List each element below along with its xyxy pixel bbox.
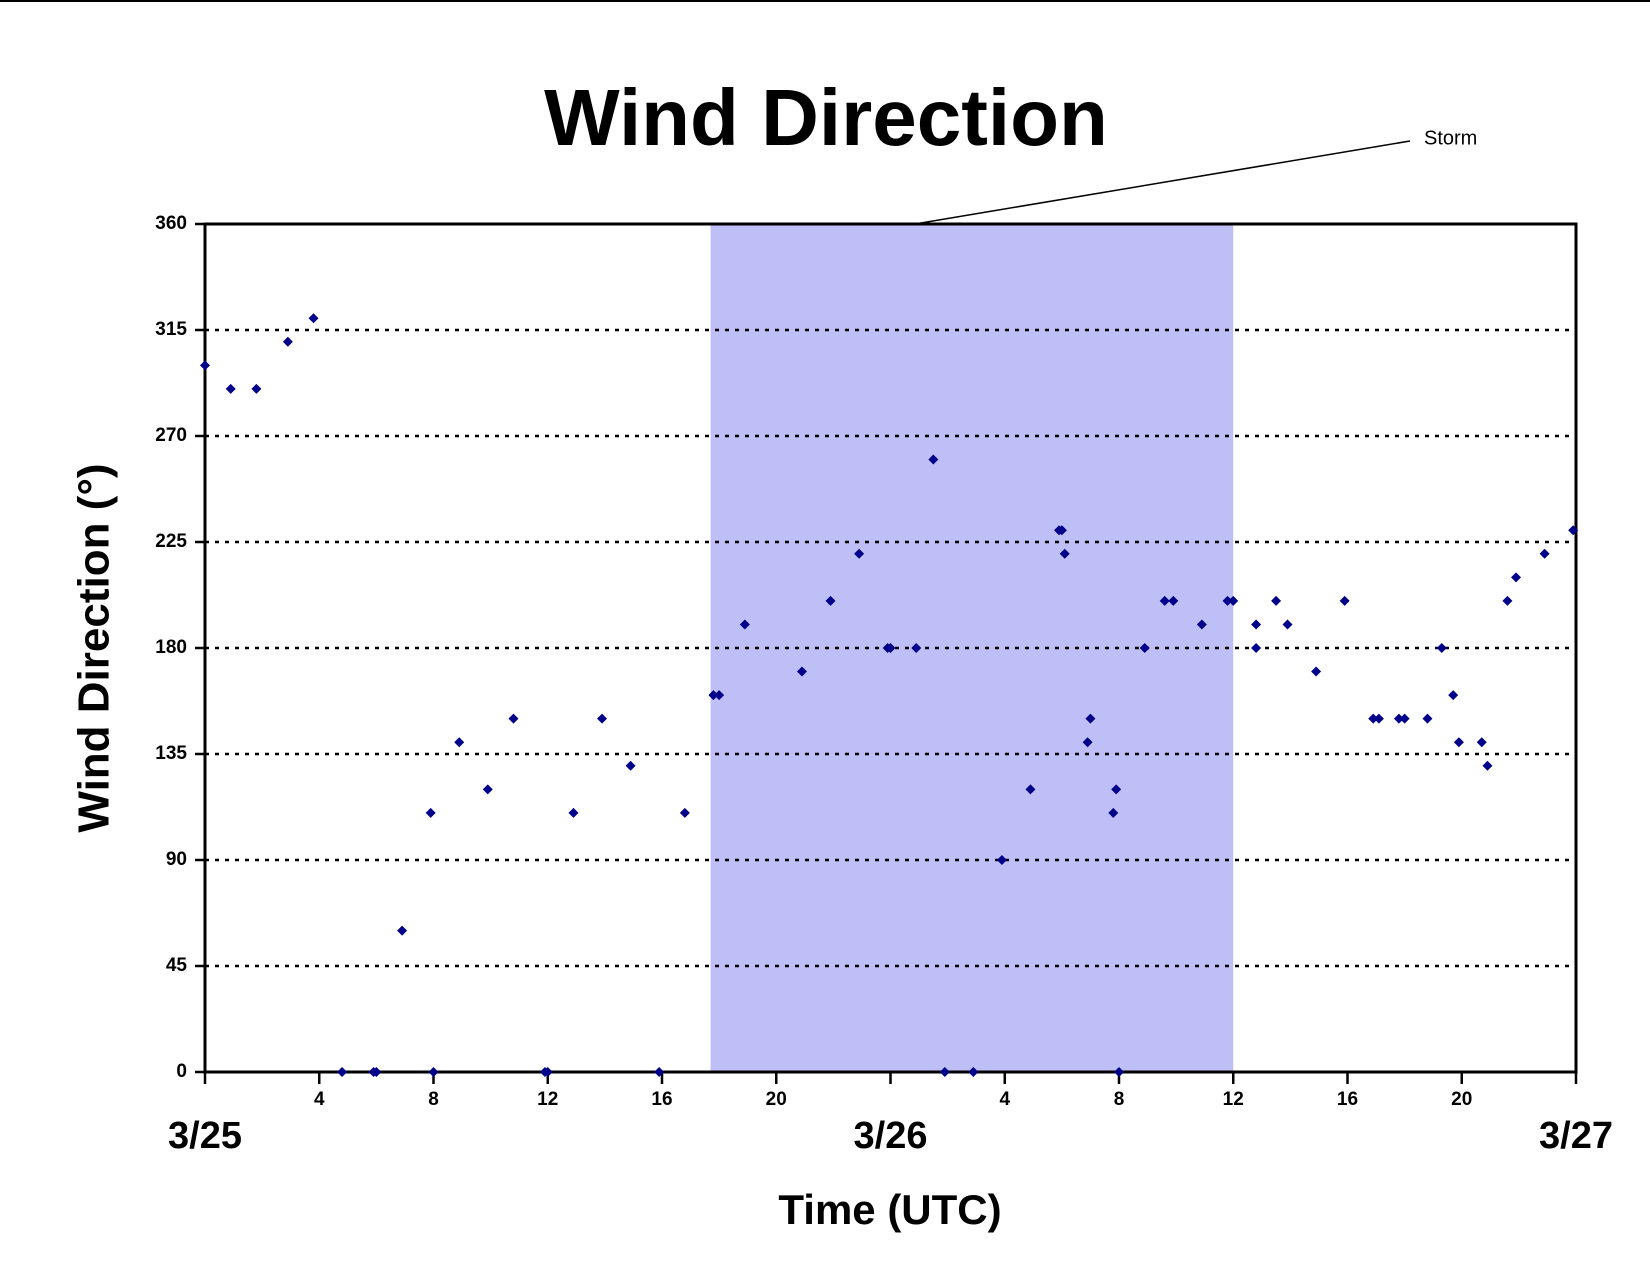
y-tick-label: 135	[155, 743, 187, 764]
x-tick-label: 4	[999, 1089, 1010, 1110]
data-point	[568, 807, 579, 818]
data-point	[425, 807, 436, 818]
y-tick-label: 360	[155, 213, 187, 234]
data-point	[1251, 619, 1262, 630]
data-point	[825, 595, 836, 606]
data-point	[1282, 619, 1293, 630]
data-point	[482, 784, 493, 795]
data-point	[542, 1067, 553, 1077]
x-axis-title: Time (UTC)	[778, 1186, 1001, 1233]
data-point	[1339, 595, 1350, 606]
data-point	[1251, 643, 1262, 653]
data-point	[1082, 737, 1093, 748]
y-tick-label: 315	[155, 319, 187, 340]
y-tick-label: 225	[155, 531, 187, 552]
data-point	[1568, 525, 1579, 536]
data-point	[1502, 595, 1513, 606]
data-point	[1399, 713, 1410, 724]
y-tick-label: 180	[155, 637, 187, 658]
data-point	[200, 360, 210, 371]
data-point	[1085, 713, 1096, 724]
data-point	[371, 1067, 382, 1077]
data-point	[1114, 1067, 1124, 1077]
y-tick-label: 90	[166, 849, 187, 870]
data-point	[911, 643, 922, 653]
data-point	[1393, 713, 1404, 724]
data-point	[928, 454, 939, 465]
data-point	[397, 925, 408, 936]
data-point	[1271, 595, 1282, 606]
data-point	[1222, 595, 1233, 606]
data-point	[1368, 713, 1379, 724]
annotation-leader	[914, 140, 1411, 225]
data-point	[1422, 713, 1433, 724]
data-point	[225, 383, 236, 394]
x-tick-label: 20	[1451, 1089, 1472, 1110]
data-point	[968, 1067, 979, 1077]
y-tick-label: 0	[176, 1061, 187, 1082]
data-point	[428, 1067, 439, 1077]
data-point	[251, 383, 262, 394]
x-tick-label: 8	[428, 1089, 439, 1110]
data-point	[939, 1067, 950, 1077]
data-point	[654, 1067, 665, 1077]
x-date-label: 3/25	[168, 1115, 242, 1157]
data-point	[714, 690, 725, 701]
y-tick-label: 270	[155, 425, 187, 446]
x-tick-label: 20	[766, 1089, 787, 1110]
data-point	[1373, 713, 1384, 724]
data-point	[308, 313, 319, 324]
data-point	[1108, 807, 1119, 818]
x-tick-label: 16	[651, 1089, 672, 1110]
x-tick-label: 12	[537, 1089, 558, 1110]
chart-title: Wind Direction	[544, 73, 1108, 162]
x-date-label: 3/27	[1539, 1115, 1613, 1157]
data-point	[1196, 619, 1207, 630]
data-point	[1025, 784, 1036, 795]
data-point	[1228, 595, 1239, 606]
data-point	[1539, 548, 1550, 559]
data-point	[1511, 572, 1522, 583]
x-tick-label: 8	[1114, 1089, 1125, 1110]
data-point	[508, 713, 519, 724]
plot-frame	[203, 222, 1578, 1074]
data-point	[1311, 666, 1322, 677]
data-point	[1453, 737, 1464, 748]
data-point	[597, 713, 608, 724]
data-point	[1139, 643, 1150, 653]
data-point	[708, 690, 719, 701]
y-axis-title: Wind Direction (°)	[70, 463, 119, 832]
data-point	[1448, 690, 1459, 701]
data-point	[1056, 525, 1067, 536]
x-tick-label: 4	[314, 1089, 325, 1110]
data-point	[885, 643, 896, 653]
data-point	[796, 666, 807, 677]
data-point	[625, 760, 636, 771]
data-point	[1159, 595, 1170, 606]
x-date-label: 3/26	[854, 1115, 928, 1157]
data-point	[1482, 760, 1493, 771]
data-point	[1059, 548, 1070, 559]
data-point	[679, 807, 690, 818]
data-point	[282, 336, 293, 347]
data-point	[1476, 737, 1487, 748]
data-point	[337, 1067, 348, 1077]
data-point	[1168, 595, 1179, 606]
data-point	[1436, 643, 1447, 653]
data-point	[1111, 784, 1122, 795]
x-tick-label: 12	[1223, 1089, 1244, 1110]
data-point	[854, 548, 865, 559]
data-point	[996, 855, 1007, 865]
y-tick-label: 45	[166, 955, 188, 976]
data-point	[454, 737, 465, 748]
annotation-label: Storm	[1424, 127, 1477, 149]
data-point	[739, 619, 750, 630]
x-tick-label: 16	[1337, 1089, 1358, 1110]
